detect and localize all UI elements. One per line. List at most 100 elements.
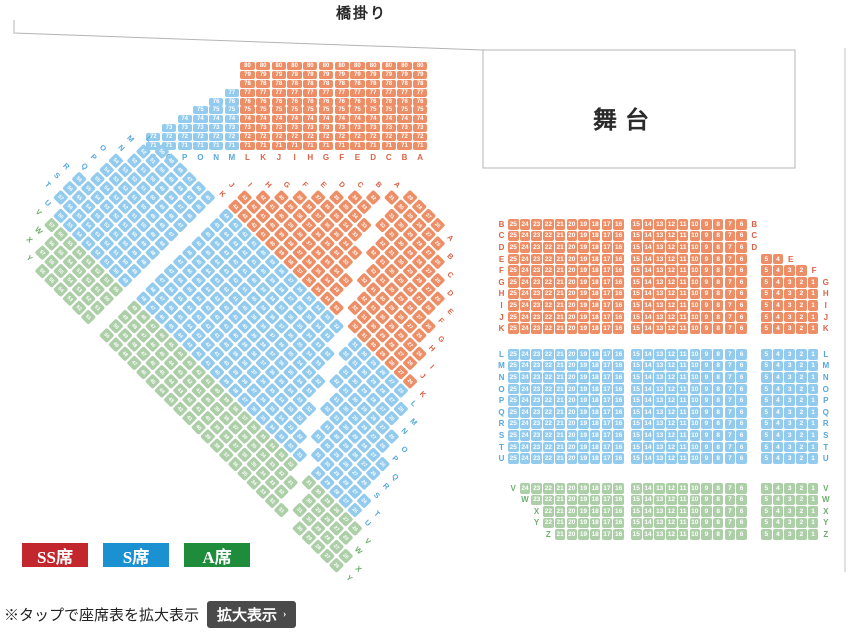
seat[interactable]: 24 — [519, 230, 531, 242]
seat[interactable]: 72 — [240, 133, 255, 142]
seat[interactable]: 79 — [413, 70, 428, 79]
seat[interactable]: 71 — [224, 142, 239, 150]
seat[interactable]: 24 — [519, 323, 531, 334]
seat[interactable]: 7 — [724, 483, 736, 494]
seat[interactable]: 79 — [256, 70, 271, 79]
seat[interactable]: 11 — [677, 288, 689, 300]
seat[interactable]: 75 — [318, 106, 334, 115]
seat[interactable]: 19 — [578, 529, 589, 540]
seat[interactable]: 18 — [589, 418, 601, 430]
seat[interactable]: 12 — [666, 288, 677, 300]
seat[interactable]: 78 — [365, 79, 381, 88]
seat[interactable]: 78 — [397, 79, 412, 88]
seat[interactable]: 10 — [689, 219, 701, 230]
seat[interactable]: 25 — [508, 288, 519, 300]
seat[interactable]: 17 — [601, 418, 613, 430]
seat[interactable]: 17 — [601, 300, 613, 311]
seat[interactable]: 17 — [601, 383, 613, 395]
seat[interactable]: 18 — [589, 349, 601, 360]
seat[interactable]: 25 — [508, 253, 519, 265]
seat[interactable]: 5 — [761, 418, 772, 430]
seat[interactable]: 23 — [531, 407, 542, 418]
seat[interactable]: 14 — [642, 506, 654, 517]
seat[interactable]: 12 — [666, 230, 677, 242]
seat[interactable]: 8 — [712, 483, 724, 494]
seat[interactable]: 4 — [772, 253, 784, 265]
seat[interactable]: 1 — [807, 323, 819, 334]
seat[interactable]: 10 — [689, 349, 701, 360]
seat[interactable]: 22 — [543, 230, 554, 242]
seat[interactable]: 71 — [413, 142, 428, 150]
seat[interactable]: 80 — [287, 61, 302, 70]
seat[interactable]: 8 — [712, 441, 724, 453]
seat[interactable]: 12 — [666, 418, 677, 430]
seat[interactable]: 25 — [508, 230, 519, 242]
seat[interactable]: 20 — [566, 253, 578, 265]
seat[interactable]: 15 — [631, 506, 642, 517]
seat[interactable]: 1 — [807, 349, 819, 360]
seat[interactable]: 23 — [531, 242, 542, 253]
seat[interactable]: 7 — [724, 219, 736, 230]
seat[interactable]: 13 — [654, 494, 665, 506]
seat[interactable]: 73 — [161, 124, 177, 133]
seat[interactable]: 9 — [701, 242, 712, 253]
seat[interactable]: 1 — [807, 300, 819, 311]
seat[interactable]: 8 — [712, 407, 724, 418]
seat[interactable]: 9 — [701, 219, 712, 230]
seat[interactable]: 21 — [554, 418, 566, 430]
seat[interactable]: 10 — [689, 494, 701, 506]
seat[interactable]: 8 — [712, 230, 724, 242]
seat[interactable]: 6 — [736, 529, 747, 540]
seat[interactable]: 3 — [784, 265, 795, 276]
seat[interactable]: 5 — [761, 372, 772, 383]
seat[interactable]: 76 — [256, 97, 271, 106]
seat[interactable]: 15 — [631, 277, 642, 288]
seat[interactable]: 14 — [642, 265, 654, 276]
seat[interactable]: 13 — [654, 253, 665, 265]
seat[interactable]: 16 — [613, 230, 624, 242]
seat[interactable]: 5 — [761, 506, 772, 517]
seat[interactable]: 8 — [712, 349, 724, 360]
seat[interactable]: 17 — [601, 242, 613, 253]
seat[interactable]: 11 — [677, 430, 689, 441]
seat[interactable]: 8 — [712, 300, 724, 311]
seat[interactable]: 15 — [631, 372, 642, 383]
seat[interactable]: 3 — [784, 418, 795, 430]
seat[interactable]: 15 — [631, 483, 642, 494]
seat[interactable]: 16 — [613, 219, 624, 230]
seat[interactable]: 24 — [519, 395, 531, 406]
seat[interactable]: 7 — [724, 349, 736, 360]
seat[interactable]: 22 — [543, 219, 554, 230]
seat[interactable]: 25 — [508, 395, 519, 406]
seat[interactable]: 4 — [772, 383, 784, 395]
seat[interactable]: 5 — [761, 300, 772, 311]
seat[interactable]: 19 — [578, 441, 589, 453]
seat[interactable]: 20 — [566, 360, 578, 372]
seat[interactable]: 6 — [736, 277, 747, 288]
seat[interactable]: 24 — [519, 277, 531, 288]
seat[interactable]: 7 — [724, 529, 736, 540]
seat[interactable]: 6 — [736, 453, 747, 464]
seat[interactable]: 72 — [161, 133, 177, 142]
seat[interactable]: 76 — [271, 97, 287, 106]
seat[interactable]: 3 — [784, 441, 795, 453]
seat[interactable]: 2 — [796, 395, 807, 406]
seat[interactable]: 22 — [543, 494, 554, 506]
seat[interactable]: 24 — [519, 372, 531, 383]
seat[interactable]: 7 — [724, 407, 736, 418]
seat[interactable]: 18 — [589, 288, 601, 300]
seat[interactable]: 25 — [508, 300, 519, 311]
seat[interactable]: 23 — [531, 277, 542, 288]
seat[interactable]: 10 — [689, 311, 701, 323]
seat[interactable]: 20 — [566, 349, 578, 360]
seat[interactable]: 17 — [601, 517, 613, 529]
seat[interactable]: 80 — [271, 61, 287, 70]
seat[interactable]: 8 — [712, 494, 724, 506]
seat[interactable]: 1 — [807, 288, 819, 300]
seat[interactable]: 2 — [796, 372, 807, 383]
seat[interactable]: 20 — [566, 300, 578, 311]
seat[interactable]: 11 — [677, 418, 689, 430]
seat[interactable]: 13 — [654, 372, 665, 383]
seat[interactable]: 1 — [807, 430, 819, 441]
seat[interactable]: 17 — [601, 441, 613, 453]
